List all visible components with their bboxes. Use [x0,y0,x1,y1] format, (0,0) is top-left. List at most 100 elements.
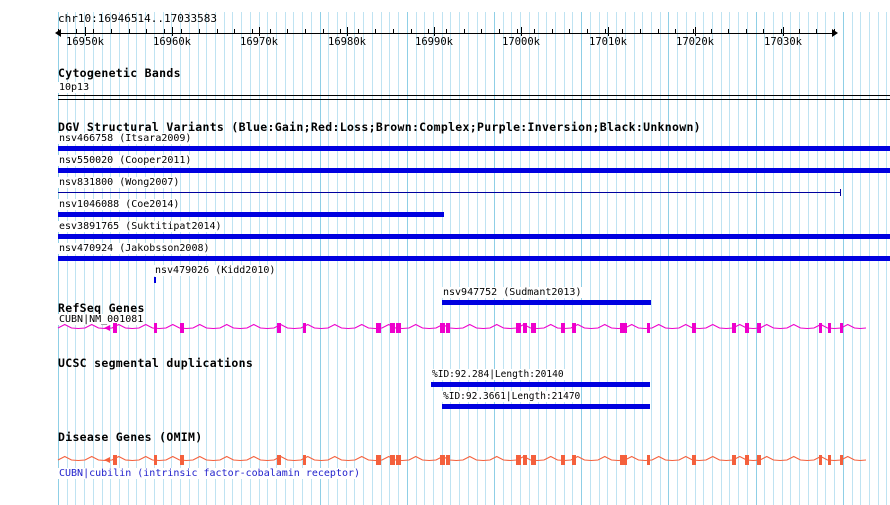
ruler-minor-tick [199,29,200,34]
gene-exon[interactable] [154,323,157,333]
ruler-minor-tick [393,29,394,34]
gene-exon[interactable] [390,455,395,465]
gene-exon[interactable] [180,323,184,333]
gene-exon[interactable] [561,455,565,465]
gene-exon[interactable] [531,323,536,333]
segdup-bar[interactable] [431,382,650,387]
gene-exon[interactable] [757,323,761,333]
omim-gene-model[interactable] [0,450,890,470]
gene-exon[interactable] [523,323,527,333]
dgv-variant-thin-line[interactable] [58,189,841,196]
gene-exon[interactable] [113,455,117,465]
ruler-tick-label: 17020k [676,36,714,48]
ruler-major-tick [695,27,696,36]
ruler-minor-tick [305,29,306,34]
gene-exon[interactable] [446,323,450,333]
ruler-minor-tick [58,29,59,34]
gene-exon[interactable] [647,455,650,465]
gene-exon[interactable] [396,455,401,465]
segdup-label: %ID:92.284|Length:20140 [431,369,565,380]
gene-exon[interactable] [840,323,843,333]
ruler-minor-tick [799,29,800,34]
gene-exon[interactable] [440,455,445,465]
gene-exon[interactable] [620,323,627,333]
gene-exon[interactable] [516,455,521,465]
ruler-minor-tick [129,29,130,34]
gene-exon[interactable] [277,455,281,465]
dgv-variant-bar[interactable] [58,212,444,217]
dgv-variant-bar[interactable] [58,234,890,239]
gene-exon[interactable] [154,455,157,465]
gene-exon[interactable] [376,455,381,465]
gene-exon[interactable] [819,455,822,465]
dgv-variant-bar[interactable] [58,146,890,151]
dgv-variant-tick[interactable] [154,277,156,283]
gene-exon[interactable] [757,455,761,465]
ruler-minor-tick [746,29,747,34]
dgv-track-label: nsv550020 (Cooper2011) [58,155,193,166]
gene-exon[interactable] [113,323,117,333]
gene-exon[interactable] [523,455,527,465]
ruler-tick-label: 17030k [764,36,802,48]
gene-exon[interactable] [620,455,627,465]
gene-exon[interactable] [516,323,521,333]
gene-exon[interactable] [277,323,281,333]
ruler-tick-label: 16970k [240,36,278,48]
gene-exon[interactable] [561,323,565,333]
ruler-tick-label: 16980k [328,36,366,48]
gene-exon[interactable] [692,455,696,465]
ruler-tick-label: 16960k [153,36,191,48]
section-title-segdup: UCSC segmental duplications [58,356,254,370]
gene-exon[interactable] [303,323,306,333]
gene-exon[interactable] [396,323,401,333]
gene-exon[interactable] [828,323,831,333]
ruler-minor-tick [587,29,588,34]
gene-exon[interactable] [531,455,536,465]
arrow-right-icon[interactable] [832,29,838,37]
dgv-track-label: esv3891765 (Suktitipat2014) [58,221,223,232]
gene-exon[interactable] [440,323,445,333]
dgv-track-label: nsv947752 (Sudmant2013) [442,287,583,298]
ruler-minor-tick [217,29,218,34]
ruler-minor-tick [111,29,112,34]
ruler-minor-tick [164,29,165,34]
ruler-minor-tick [146,29,147,34]
refseq-gene-model[interactable] [0,318,890,338]
ruler-major-tick [608,27,609,36]
coordinate-ruler[interactable]: chr10:16946514..17033583 16950k 16960k 169… [0,0,890,52]
gene-exon[interactable] [692,323,696,333]
ruler-tick-label: 17000k [502,36,540,48]
section-title-omim: Disease Genes (OMIM) [58,430,203,444]
ruler-minor-tick [622,29,623,34]
dgv-variant-bar[interactable] [58,256,890,261]
gene-exon[interactable] [647,323,650,333]
ruler-minor-tick [693,29,694,34]
gene-exon[interactable] [745,323,749,333]
ruler-minor-tick [464,29,465,34]
gene-exon[interactable] [840,455,843,465]
gene-exon[interactable] [819,323,822,333]
gene-exon[interactable] [180,455,184,465]
ruler-minor-tick [605,29,606,34]
gene-exon[interactable] [732,323,736,333]
gene-exon[interactable] [446,455,450,465]
gene-exon[interactable] [390,323,395,333]
segdup-bar[interactable] [442,404,650,409]
gene-intron-line [57,323,867,330]
ruler-major-tick [85,27,86,36]
ruler-minor-tick [517,29,518,34]
ruler-major-tick [521,27,522,36]
dgv-variant-bar[interactable] [442,300,651,305]
dgv-track-label: nsv466758 (Itsara2009) [58,133,193,144]
gene-exon[interactable] [376,323,381,333]
gene-exon[interactable] [828,455,831,465]
gene-exon[interactable] [303,455,306,465]
ruler-minor-tick [534,29,535,34]
gene-exon[interactable] [572,455,576,465]
gene-exon[interactable] [572,323,576,333]
dgv-variant-endcap [840,189,841,196]
dgv-variant-bar[interactable] [58,168,890,173]
gene-exon[interactable] [745,455,749,465]
gene-exon[interactable] [732,455,736,465]
